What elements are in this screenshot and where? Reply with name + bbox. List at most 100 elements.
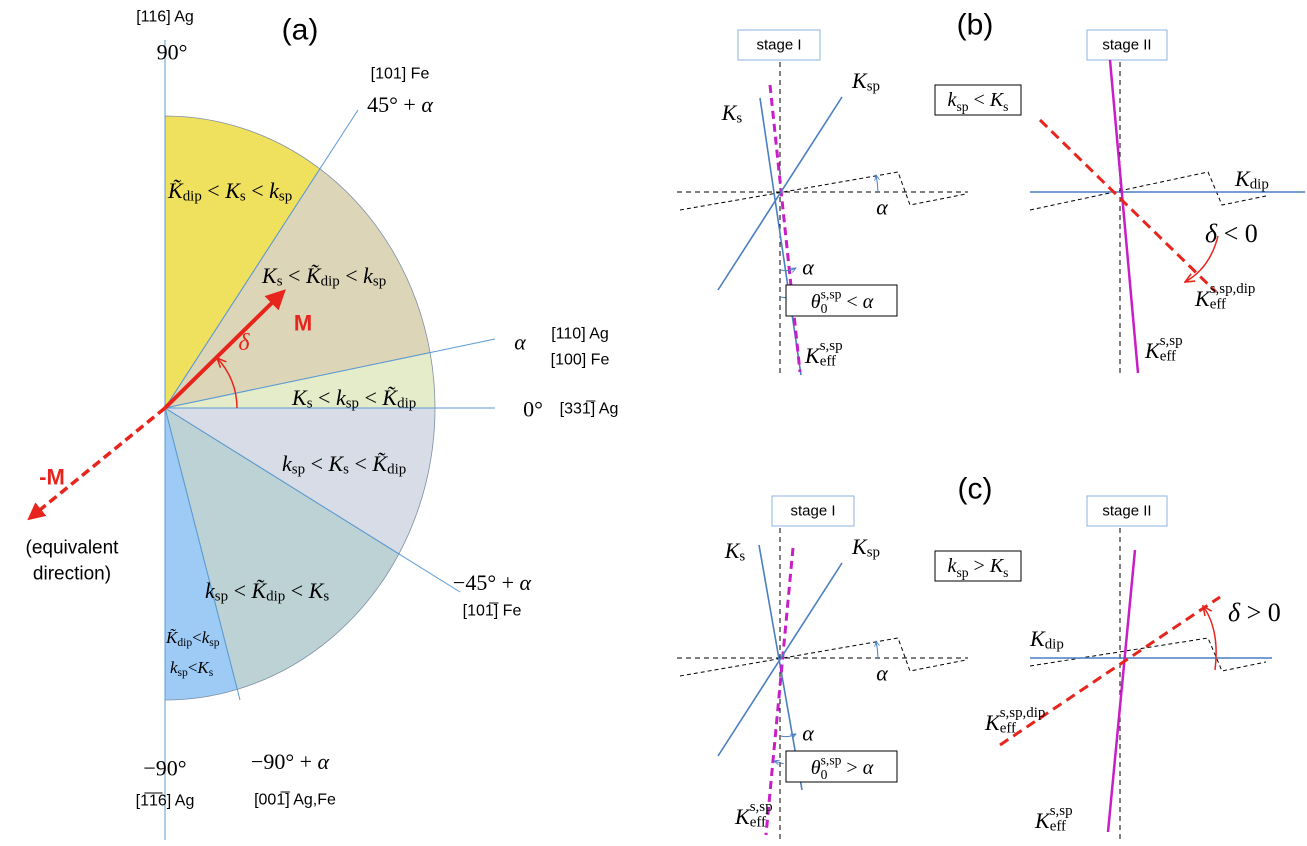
math-part: <	[192, 628, 202, 647]
label: α	[876, 661, 888, 686]
math-part: −45° +	[453, 570, 520, 595]
math-part: s	[343, 462, 349, 478]
math-part: K	[851, 534, 868, 559]
math-part: dip	[1045, 637, 1064, 653]
math-part: δ	[1228, 598, 1241, 627]
math-part: K	[224, 178, 241, 203]
math-part: s,sp	[1050, 803, 1073, 819]
label: (equivalent	[26, 538, 120, 559]
math-part: sp	[279, 189, 292, 205]
keff-dip-line	[999, 595, 1221, 747]
label: α	[876, 195, 888, 220]
math-part: k	[170, 658, 178, 677]
math-part: s	[323, 589, 329, 605]
math-part: s,sp,dip	[1210, 281, 1256, 297]
keff-line	[768, 84, 802, 373]
math-part: s	[307, 396, 313, 412]
math-label: ksp < Ks	[948, 89, 1009, 114]
math-part: K̃	[250, 578, 267, 603]
math-part: s	[277, 274, 283, 290]
math-part: dip	[387, 462, 406, 478]
theta-arc	[774, 761, 784, 764]
label: stage I	[790, 503, 835, 520]
math-part: k	[205, 578, 216, 603]
tilted-axis	[679, 637, 967, 677]
math-part: eff	[1210, 297, 1226, 313]
math-label: Ks	[721, 100, 743, 127]
math-part: K	[1034, 808, 1051, 833]
math-part: K	[734, 804, 751, 829]
ks-line	[759, 97, 802, 376]
math-part: K	[984, 710, 1001, 735]
math-part: k	[948, 555, 958, 577]
math-label: Keffs,sp	[1034, 803, 1073, 835]
math-part: <	[283, 263, 306, 288]
math-label: ksp > Ks	[948, 555, 1009, 580]
label: stage II	[1102, 37, 1151, 54]
label: [110] Ag	[551, 326, 609, 343]
region-label: ksp < Ks < K̃dip	[282, 451, 406, 478]
label: [1̅1̅6] Ag	[136, 792, 195, 810]
sector	[164, 168, 431, 409]
math-part: K	[196, 658, 210, 677]
math-part: s	[736, 111, 742, 127]
label: stage I	[756, 37, 801, 54]
math-part: α	[520, 570, 532, 595]
math-part: <	[359, 385, 382, 410]
label: [100] Fe	[551, 352, 610, 369]
math-part: α	[421, 92, 433, 117]
keff-line	[764, 547, 795, 836]
tilted-axis	[679, 171, 967, 211]
label: δ	[238, 330, 250, 356]
theta-box	[785, 750, 898, 783]
math-part: θ	[811, 291, 821, 313]
math-part: <	[188, 658, 198, 677]
keff-line	[1106, 549, 1137, 833]
math-part: sp	[292, 462, 305, 478]
sector	[164, 407, 400, 690]
math-part: >	[969, 555, 990, 577]
region-label: ksp < K̃dip < Ks	[205, 578, 329, 605]
math-part: k	[282, 451, 293, 476]
math-part: θ	[811, 757, 821, 779]
math-part: α	[863, 291, 874, 313]
math-part: <	[202, 178, 225, 203]
math-part: s,sp	[1160, 333, 1183, 349]
sector	[163, 407, 436, 555]
label: α	[802, 255, 814, 280]
math-part: s,sp,dip	[1000, 705, 1046, 721]
math-part: sp	[178, 666, 188, 679]
math-part: K	[721, 100, 738, 125]
math-part: > 0	[1240, 598, 1281, 627]
relation-box	[934, 84, 1022, 116]
label: (c)	[958, 473, 993, 506]
math-part: <	[349, 451, 372, 476]
axis-line	[164, 109, 359, 409]
math-label: Keffs,sp,dip	[984, 705, 1045, 737]
math-label: θ0s,sp > α	[811, 752, 874, 781]
keff-line	[1108, 59, 1140, 374]
math-part: <	[285, 578, 308, 603]
math-part: −90° +	[251, 749, 318, 774]
math-part: s	[240, 189, 246, 205]
label: [101] Fe	[371, 66, 430, 83]
math-part: k	[336, 385, 347, 410]
math-part: s	[1003, 99, 1008, 114]
math-part: K	[1194, 286, 1211, 311]
math-part: K̃	[305, 263, 322, 288]
label: 0°	[523, 397, 543, 422]
math-part: K	[261, 263, 278, 288]
math-part: eff	[1050, 819, 1066, 835]
alpha-arc	[780, 734, 796, 737]
math-part: sp	[215, 589, 228, 605]
math-part: sp	[373, 274, 386, 290]
math-part: K̃	[371, 451, 388, 476]
math-part: <	[228, 578, 251, 603]
math-part: sp	[346, 396, 359, 412]
math-part: <	[305, 451, 328, 476]
math-part: δ	[1205, 219, 1218, 248]
math-part: k	[269, 178, 280, 203]
sector	[164, 115, 321, 410]
math-part: K	[308, 578, 325, 603]
